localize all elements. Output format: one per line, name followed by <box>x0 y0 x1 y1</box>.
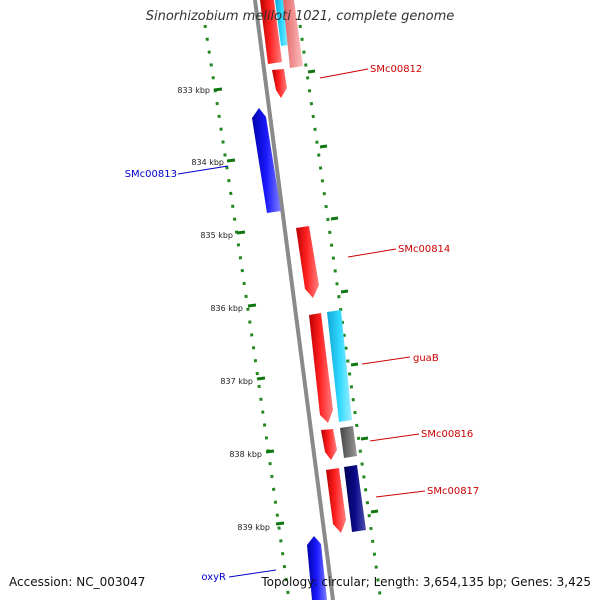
gene-arrow-cyan[interactable] <box>275 0 289 46</box>
tick-label: 835 kbp <box>200 231 233 240</box>
genome-summary-text: Topology: circular; Length: 3,654,135 bp… <box>261 575 591 589</box>
accession-text: Accession: NC_003047 <box>9 575 146 589</box>
label-leaders <box>177 68 426 578</box>
gene-features <box>252 0 366 600</box>
gene-label-oxyr[interactable]: oxyR <box>201 572 226 583</box>
tick-labels: 833 kbp 834 kbp 835 kbp 836 kbp 837 kbp … <box>177 86 270 532</box>
gene-label-guab[interactable]: guaB <box>413 353 439 364</box>
gene-arrow-red[interactable] <box>326 468 346 533</box>
tick-label: 838 kbp <box>229 450 262 459</box>
gene-arrow-blue[interactable] <box>307 536 327 600</box>
gene-arrow-pink[interactable] <box>283 0 303 68</box>
tick-label: 833 kbp <box>177 86 210 95</box>
tick-label: 837 kbp <box>220 377 253 386</box>
major-ticks-left <box>213 87 285 526</box>
gene-label-smc00814[interactable]: SMc00814 <box>398 244 450 255</box>
gene-label-smc00816[interactable]: SMc00816 <box>421 429 473 440</box>
gene-label-smc00813[interactable]: SMc00813 <box>125 169 177 180</box>
gene-arrow-red[interactable] <box>272 69 287 98</box>
gene-arrow-red[interactable] <box>296 226 319 298</box>
gene-arrow-red[interactable] <box>309 313 333 423</box>
gene-arrow-blue[interactable] <box>252 108 281 213</box>
genome-backbone <box>253 0 335 600</box>
gene-labels: SMc00812 SMc00813 SMc00814 guaB SMc00816… <box>125 64 480 583</box>
left-dotted-arc <box>203 24 291 600</box>
tick-label: 836 kbp <box>210 304 243 313</box>
major-ticks-right <box>307 69 379 514</box>
genome-title: Sinorhizobium meliloti 1021, complete ge… <box>145 9 455 24</box>
gene-arrow-cyan[interactable] <box>327 310 352 422</box>
gene-label-smc00812[interactable]: SMc00812 <box>370 64 422 75</box>
gene-arrow-navy[interactable] <box>344 465 366 532</box>
tick-label: 834 kbp <box>191 158 224 167</box>
gene-arrow-red[interactable] <box>321 429 337 460</box>
gene-label-smc00817[interactable]: SMc00817 <box>427 486 479 497</box>
gene-arrow-gray[interactable] <box>340 426 357 458</box>
tick-label: 839 kbp <box>237 523 270 532</box>
gene-arrow-red[interactable] <box>260 0 282 64</box>
